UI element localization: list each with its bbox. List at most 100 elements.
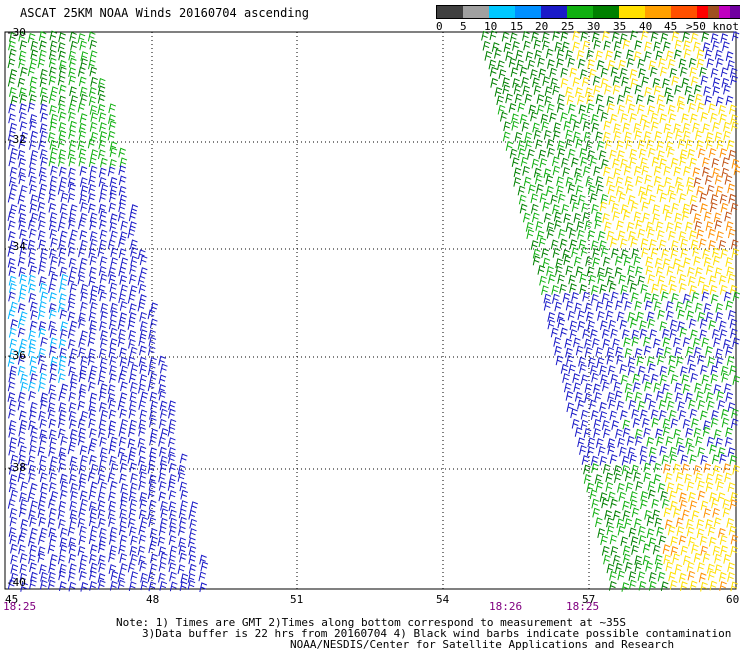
wind-barb bbox=[660, 32, 669, 43]
wind-barb bbox=[679, 581, 688, 591]
wind-barb bbox=[694, 382, 702, 393]
wind-barb bbox=[633, 165, 642, 176]
lat-label: -40 bbox=[6, 576, 26, 589]
wind-barb bbox=[676, 526, 685, 536]
wind-barb bbox=[615, 428, 623, 439]
wind-barb bbox=[130, 473, 138, 483]
wind-barb bbox=[612, 211, 621, 221]
wind-barb bbox=[693, 84, 702, 95]
wind-barb bbox=[513, 176, 522, 187]
wind-barb bbox=[58, 256, 66, 267]
wind-barb bbox=[48, 429, 57, 440]
wind-barb bbox=[604, 509, 612, 520]
wind-barb bbox=[69, 456, 78, 466]
wind-barb bbox=[139, 409, 148, 420]
wind-barb bbox=[586, 311, 594, 322]
wind-barb bbox=[621, 582, 630, 592]
wind-barb bbox=[732, 337, 740, 348]
wind-barb bbox=[98, 535, 107, 546]
wind-barb bbox=[596, 60, 605, 70]
wind-barb bbox=[188, 554, 197, 565]
wind-barb bbox=[139, 491, 148, 502]
wind-barb bbox=[586, 94, 594, 105]
wind-barb bbox=[628, 571, 637, 581]
wind-barb bbox=[595, 94, 604, 104]
wind-barb bbox=[634, 347, 643, 358]
wind-barb bbox=[98, 167, 107, 178]
wind-barb bbox=[716, 390, 724, 401]
wind-barb bbox=[687, 148, 695, 159]
wind-barb bbox=[602, 463, 611, 474]
wind-barb bbox=[109, 141, 118, 151]
wind-barb bbox=[87, 193, 96, 203]
wind-barb bbox=[489, 30, 498, 41]
wind-barb bbox=[77, 435, 86, 446]
wind-barb bbox=[688, 536, 696, 547]
wind-barb bbox=[30, 49, 39, 60]
wind-barb bbox=[118, 525, 127, 536]
wind-barb bbox=[517, 140, 526, 150]
wind-barb bbox=[718, 320, 727, 331]
wind-barb bbox=[28, 390, 36, 401]
wind-barb bbox=[59, 527, 68, 538]
wind-barb bbox=[129, 526, 137, 537]
wind-barb bbox=[665, 141, 674, 152]
wind-barb bbox=[58, 59, 67, 70]
lon-label: 51 bbox=[290, 593, 304, 606]
wind-barb bbox=[717, 399, 726, 410]
wind-barb bbox=[502, 84, 511, 95]
wind-barb bbox=[648, 446, 657, 457]
wind-barb bbox=[637, 365, 646, 376]
wind-barb bbox=[60, 435, 68, 446]
wind-barb bbox=[577, 437, 585, 448]
wind-barb bbox=[673, 463, 681, 474]
wind-barb bbox=[19, 572, 27, 583]
wind-barb bbox=[693, 41, 701, 52]
wind-barb bbox=[622, 39, 631, 50]
wind-barb bbox=[30, 426, 38, 437]
wind-barb bbox=[602, 338, 611, 349]
wind-barb bbox=[686, 94, 695, 105]
scale-label: 10 bbox=[484, 20, 498, 33]
wind-barb bbox=[39, 363, 48, 374]
wind-barb bbox=[687, 444, 695, 455]
wind-barb bbox=[160, 427, 169, 438]
wind-barb bbox=[541, 121, 550, 132]
wind-barb bbox=[708, 228, 716, 239]
wind-barb bbox=[8, 327, 17, 338]
wind-barb bbox=[536, 230, 545, 241]
wind-barb bbox=[662, 426, 671, 437]
wind-barb bbox=[30, 130, 38, 141]
wind-barb bbox=[69, 348, 78, 359]
wind-barb bbox=[710, 417, 719, 428]
wind-barb bbox=[57, 184, 66, 195]
wind-barb bbox=[530, 193, 539, 204]
wind-barb bbox=[618, 491, 627, 502]
wind-barb bbox=[648, 60, 657, 71]
wind-barb bbox=[700, 364, 708, 375]
wind-barb bbox=[99, 229, 108, 240]
wind-barb bbox=[595, 481, 604, 492]
wind-barb bbox=[730, 418, 739, 429]
wind-barb bbox=[88, 348, 96, 359]
wind-barb bbox=[619, 33, 628, 44]
wind-barb bbox=[685, 221, 693, 232]
wind-barb bbox=[712, 507, 720, 518]
wind-barb bbox=[606, 354, 615, 365]
wind-barb bbox=[690, 76, 699, 86]
wind-barb bbox=[107, 472, 116, 483]
wind-barb bbox=[678, 535, 687, 546]
wind-barb bbox=[647, 274, 656, 284]
wind-barb bbox=[569, 113, 577, 124]
wind-barb bbox=[97, 246, 106, 257]
wind-barb bbox=[58, 391, 67, 402]
wind-barb bbox=[79, 554, 88, 565]
scale-swatch bbox=[463, 6, 489, 18]
wind-barb bbox=[188, 563, 197, 574]
wind-barb bbox=[694, 93, 703, 104]
wind-barb bbox=[47, 579, 56, 590]
wind-barb bbox=[148, 474, 157, 485]
wind-barb bbox=[596, 104, 605, 115]
wind-barb bbox=[18, 410, 27, 421]
wind-barb bbox=[49, 292, 57, 302]
